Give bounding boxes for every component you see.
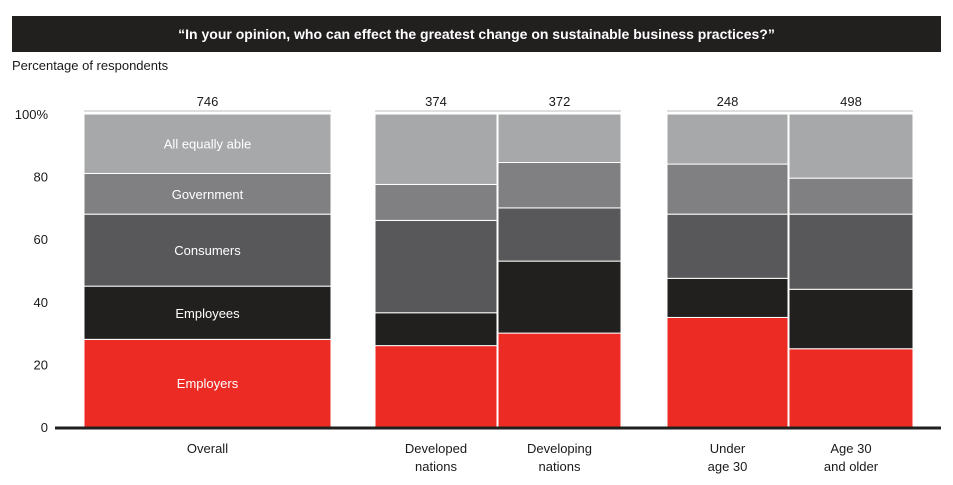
y-tick-label: 40 xyxy=(34,295,48,310)
bar-segment-consumers xyxy=(788,213,914,290)
segment-label: Employees xyxy=(175,306,240,321)
bar-segment-consumers xyxy=(497,207,622,262)
segment-label: All equally able xyxy=(164,137,251,152)
x-category-label: nations xyxy=(539,459,581,474)
sample-size-label: 372 xyxy=(549,94,571,109)
bar-segment-all-equally-able xyxy=(666,113,789,165)
bar-segment-employers xyxy=(788,348,914,428)
y-tick-label: 60 xyxy=(34,232,48,247)
bar-segment-all-equally-able xyxy=(83,113,332,174)
x-category-label: Developing xyxy=(527,441,592,456)
y-tick-label: 100% xyxy=(15,107,49,122)
bar-segment-government xyxy=(497,162,622,209)
bar-segment-government xyxy=(374,183,498,221)
x-category-label: nations xyxy=(415,459,457,474)
x-category-label: Age 30 xyxy=(830,441,871,456)
bar-segment-consumers xyxy=(374,219,498,314)
bar-segment-employers xyxy=(374,345,498,428)
sample-size-label: 498 xyxy=(840,94,862,109)
sample-size-label: 248 xyxy=(717,94,739,109)
x-category-label: Under xyxy=(710,441,746,456)
bar-segment-consumers xyxy=(666,213,789,279)
bar-segment-employees xyxy=(788,288,914,350)
sample-size-label: 746 xyxy=(197,94,219,109)
bar-segment-employees xyxy=(374,312,498,347)
sample-size-label: 374 xyxy=(425,94,447,109)
x-category-label: age 30 xyxy=(708,459,748,474)
segment-label: Consumers xyxy=(174,243,241,258)
bar-segment-employers xyxy=(666,316,789,428)
segment-label: Government xyxy=(172,187,244,202)
bar-segment-government xyxy=(788,177,914,215)
bar-segment-employees xyxy=(666,277,789,318)
bar-segment-all-equally-able xyxy=(788,113,914,179)
y-tick-label: 80 xyxy=(34,170,48,185)
y-tick-label: 0 xyxy=(41,420,48,435)
chart-title: “In your opinion, who can effect the gre… xyxy=(12,16,941,52)
bar-segment-employers xyxy=(497,332,622,428)
bar-segment-all-equally-able xyxy=(374,113,498,185)
bar-segment-government xyxy=(666,163,789,215)
bar-segment-all-equally-able xyxy=(497,113,622,164)
x-category-label: and older xyxy=(824,459,879,474)
y-tick-label: 20 xyxy=(34,357,48,372)
chart-subtitle: Percentage of respondents xyxy=(12,58,169,73)
bar-segment-employees xyxy=(497,260,622,334)
x-category-label: Overall xyxy=(187,441,228,456)
segment-label: Employers xyxy=(177,376,239,391)
x-category-label: Developed xyxy=(405,441,467,456)
